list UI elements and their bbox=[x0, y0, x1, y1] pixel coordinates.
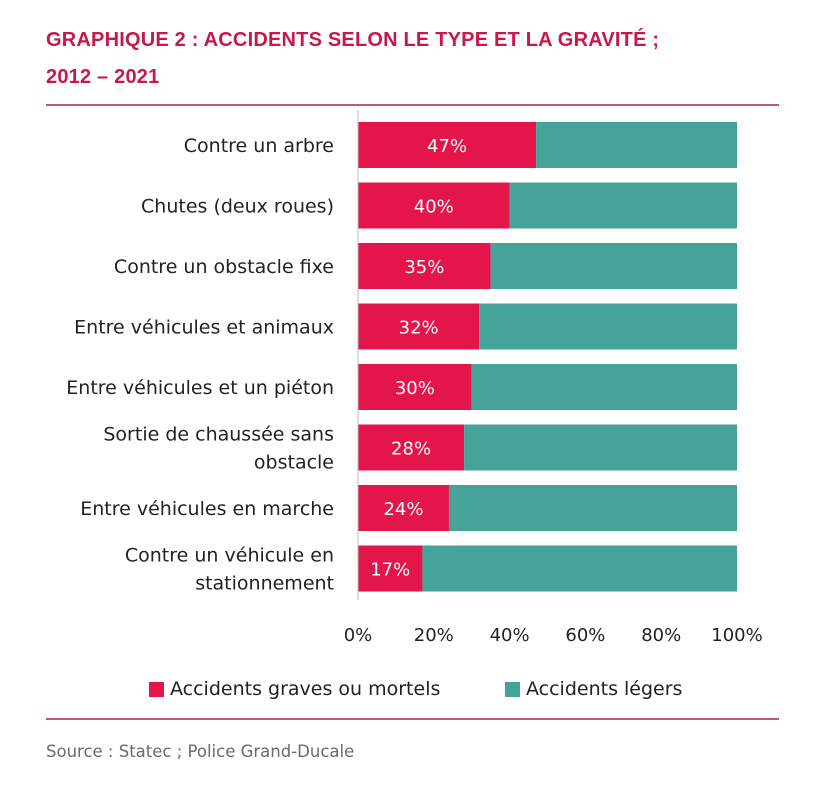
top-divider bbox=[46, 104, 779, 106]
data-label: 40% bbox=[414, 197, 454, 218]
category-label: Entre véhicules et un piéton bbox=[66, 377, 334, 399]
bar-leger bbox=[536, 122, 737, 168]
category-label: Chutes (deux roues) bbox=[141, 196, 334, 218]
bar-leger bbox=[448, 485, 737, 531]
bar-leger bbox=[471, 364, 737, 410]
legend-swatch-grave bbox=[149, 681, 164, 697]
x-tick-label: 20% bbox=[414, 625, 454, 646]
legend-swatch-leger bbox=[505, 681, 520, 697]
bar-leger bbox=[422, 545, 737, 592]
legend-item-grave: Accidents graves ou mortels bbox=[149, 678, 440, 700]
legend-label-grave: Accidents graves ou mortels bbox=[170, 678, 441, 700]
bar-grave bbox=[358, 485, 449, 531]
data-label: 30% bbox=[395, 378, 435, 399]
legend: Accidents graves ou mortels Accidents lé… bbox=[0, 678, 820, 704]
legend-item-leger: Accidents légers bbox=[505, 678, 682, 700]
x-tick-label: 60% bbox=[565, 625, 605, 646]
bar-grave bbox=[358, 182, 510, 229]
source-note: Source : Statec ; Police Grand-Ducale bbox=[46, 742, 355, 761]
data-label: 28% bbox=[391, 439, 431, 460]
bottom-divider bbox=[46, 718, 779, 720]
bar-leger bbox=[509, 182, 737, 229]
legend-label-leger: Accidents légers bbox=[526, 678, 683, 700]
x-tick-label: 0% bbox=[344, 625, 373, 646]
bar-grave bbox=[358, 545, 423, 592]
x-tick-label: 80% bbox=[641, 625, 681, 646]
category-label: stationnement bbox=[195, 573, 334, 595]
bar-leger bbox=[464, 424, 737, 471]
bar-grave bbox=[358, 243, 491, 289]
category-label: obstacle bbox=[254, 452, 334, 474]
data-label: 17% bbox=[370, 560, 410, 581]
bar-grave bbox=[358, 364, 472, 410]
category-label: Contre un véhicule en bbox=[125, 545, 334, 567]
chart-title-line1: GRAPHIQUE 2 : ACCIDENTS SELON LE TYPE ET… bbox=[46, 29, 660, 51]
category-label: Entre véhicules en marche bbox=[80, 498, 334, 520]
x-tick-label: 100% bbox=[711, 625, 762, 646]
chart-title-line2: 2012 – 2021 bbox=[46, 66, 160, 88]
category-label: Sortie de chaussée sans bbox=[103, 424, 334, 446]
category-label: Entre véhicules et animaux bbox=[74, 317, 334, 339]
bar-grave bbox=[358, 303, 480, 350]
data-label: 35% bbox=[404, 257, 444, 278]
bar-leger bbox=[479, 303, 737, 350]
data-label: 32% bbox=[399, 318, 439, 339]
x-tick-label: 40% bbox=[490, 625, 530, 646]
bar-leger bbox=[490, 243, 737, 289]
data-label: 47% bbox=[427, 136, 467, 157]
category-label: Contre un arbre bbox=[184, 135, 334, 157]
bar-grave bbox=[358, 424, 465, 471]
stacked-bar-chart: 47% Contre un arbre 40% Chutes (deux roues)… bbox=[66, 110, 763, 646]
bar-grave bbox=[358, 122, 537, 168]
chart-title: GRAPHIQUE 2 : ACCIDENTS SELON LE TYPE ET… bbox=[46, 22, 786, 96]
category-label: Contre un obstacle fixe bbox=[114, 256, 334, 278]
data-label: 24% bbox=[383, 499, 423, 520]
